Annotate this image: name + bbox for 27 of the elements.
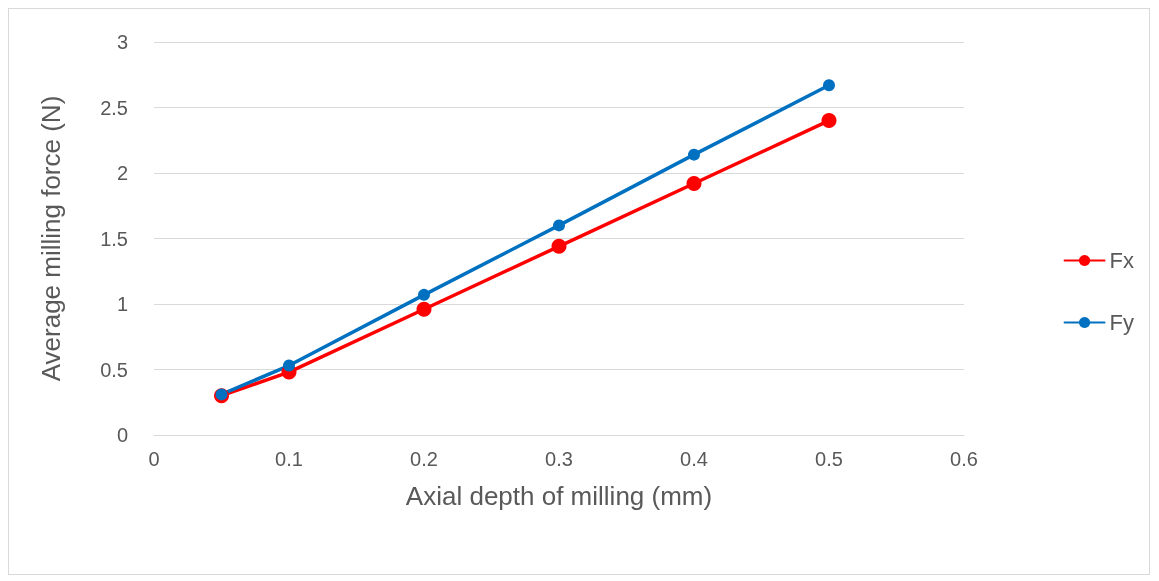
legend-label: Fx xyxy=(1109,248,1135,273)
y-tick-label: 0 xyxy=(116,424,128,446)
legend-label: Fy xyxy=(1109,310,1135,335)
x-tick-label: 0.5 xyxy=(815,448,843,470)
x-tick-label: 0 xyxy=(148,448,160,470)
y-tick-label: 1 xyxy=(116,293,128,315)
x-tick-label: 0.2 xyxy=(410,448,438,470)
y-tick-label: 2 xyxy=(116,162,128,184)
x-tick-label: 0.1 xyxy=(275,448,303,470)
point xyxy=(283,359,295,372)
point xyxy=(821,113,837,129)
y-tick-label: 2.5 xyxy=(100,96,128,119)
point xyxy=(686,175,702,191)
point xyxy=(416,301,432,317)
x-tick-label: 0.3 xyxy=(545,448,573,470)
point xyxy=(688,148,700,161)
y-tick-label: 1.5 xyxy=(100,227,128,250)
point xyxy=(823,79,835,92)
point xyxy=(418,288,430,301)
point xyxy=(553,219,565,232)
x-tick-label: 0.4 xyxy=(680,448,708,470)
x-axis-title: Axial depth of milling (mm) xyxy=(405,481,713,511)
point xyxy=(551,238,567,254)
y-tick-label: 0.5 xyxy=(100,358,128,381)
x-tick-label: 0.6 xyxy=(950,448,978,470)
y-axis-title: Average milling force (N) xyxy=(36,95,66,382)
y-tick-label: 3 xyxy=(116,31,128,53)
